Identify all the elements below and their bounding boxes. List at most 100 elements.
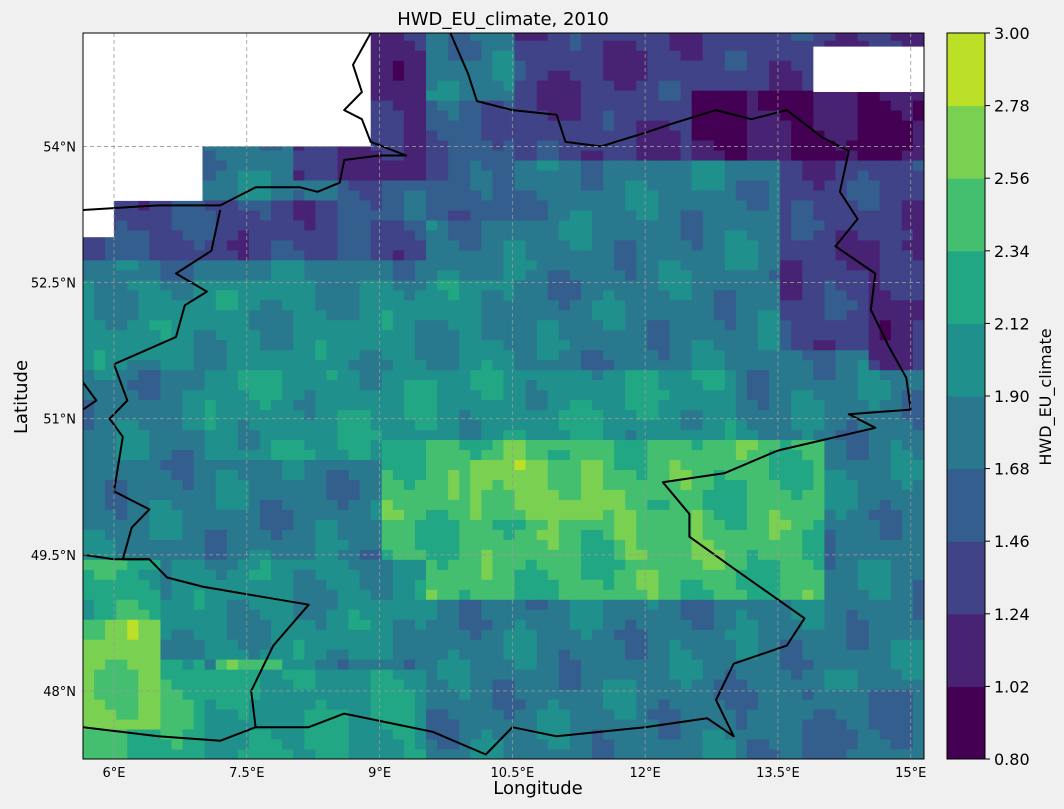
heat-cell — [625, 709, 637, 720]
heat-cell — [392, 539, 405, 550]
heat-cell — [226, 349, 239, 361]
heat-cell — [735, 289, 748, 301]
heat-cell — [359, 749, 372, 759]
heat-cell — [802, 649, 814, 660]
heat-cell — [802, 439, 814, 451]
heat-cell — [503, 259, 516, 271]
heat-cell — [448, 299, 460, 311]
heat-cell — [293, 569, 305, 580]
heat-cell — [680, 709, 693, 720]
heat-cell — [437, 739, 449, 750]
heat-cell — [680, 259, 693, 271]
heat-cell — [746, 249, 759, 261]
heat-cell — [603, 649, 615, 660]
heat-cell — [403, 749, 416, 759]
heat-cell — [492, 160, 504, 171]
heat-cell — [702, 709, 715, 720]
heat-cell — [182, 249, 195, 261]
heat-cell — [592, 419, 604, 431]
heat-cell — [835, 509, 848, 520]
heat-cell — [824, 33, 836, 41]
heat-cell — [625, 90, 637, 101]
heat-cell — [813, 40, 825, 51]
heat-cell — [304, 389, 316, 401]
heat-cell — [713, 180, 726, 191]
heat-cell — [735, 679, 748, 690]
heat-cell — [691, 379, 704, 391]
heat-cell — [282, 150, 294, 161]
heat-cell — [669, 60, 682, 71]
heat-cell — [304, 609, 316, 620]
heat-cell — [481, 519, 493, 530]
heat-cell — [680, 589, 693, 600]
heat-cell — [691, 649, 704, 660]
heat-cell — [758, 319, 770, 331]
heat-cell — [226, 289, 239, 301]
heat-cell — [403, 229, 416, 241]
heat-cell — [802, 679, 814, 690]
heat-cell — [580, 729, 593, 740]
heat-cell — [547, 459, 560, 471]
heat-cell — [603, 379, 615, 391]
heat-cell — [824, 579, 836, 590]
heat-cell — [293, 279, 305, 291]
heat-cell — [182, 229, 195, 241]
heat-cell — [724, 649, 737, 660]
heat-cell — [138, 459, 150, 471]
heat-cell — [116, 209, 128, 221]
heat-cell — [658, 199, 670, 211]
heat-cell — [271, 569, 283, 580]
heat-cell — [248, 459, 261, 471]
heat-cell — [614, 160, 626, 171]
heat-cell — [614, 679, 626, 690]
heat-cell — [426, 150, 438, 161]
heat-cell — [348, 679, 361, 690]
heat-cell — [536, 669, 549, 680]
heat-cell — [625, 459, 637, 471]
heat-cell — [204, 539, 217, 550]
heat-cell — [282, 469, 294, 480]
heat-cell — [802, 539, 814, 550]
heat-cell — [525, 219, 538, 231]
heat-cell — [669, 409, 682, 421]
heat-cell — [171, 679, 184, 690]
heat-cell — [370, 419, 383, 431]
heat-cell — [669, 459, 682, 471]
heat-cell — [802, 399, 814, 411]
heat-cell — [558, 199, 571, 211]
heat-cell — [614, 140, 626, 151]
heat-cell — [658, 140, 670, 151]
heat-cell — [326, 339, 339, 351]
heat-cell — [293, 180, 305, 191]
heat-cell — [271, 719, 283, 730]
heat-cell — [94, 609, 106, 620]
heat-cell — [636, 199, 648, 211]
heat-cell — [691, 329, 704, 341]
heat-cell — [304, 160, 316, 171]
heat-cell — [426, 33, 438, 41]
heat-cell — [824, 100, 836, 111]
heat-cell — [813, 110, 825, 121]
heat-cell — [481, 699, 493, 710]
heat-cell — [359, 349, 372, 361]
heat-cell — [780, 739, 792, 750]
heat-cell — [193, 679, 206, 690]
heat-cell — [160, 509, 173, 520]
heat-cell — [614, 229, 626, 241]
heat-cell — [658, 389, 670, 401]
heat-cell — [713, 719, 726, 730]
heat-cell — [713, 569, 726, 580]
heat-cell — [226, 449, 239, 461]
heat-cell — [503, 549, 516, 560]
heat-cell — [758, 599, 770, 610]
heat-cell — [481, 349, 493, 361]
heat-cell — [481, 80, 493, 91]
heat-cell — [105, 579, 117, 590]
heat-cell — [702, 90, 715, 101]
heat-cell — [94, 579, 106, 590]
heat-cell — [105, 679, 117, 690]
heat-cell — [182, 519, 195, 530]
heat-cell — [94, 649, 106, 660]
heat-cell — [769, 199, 781, 211]
heat-cell — [392, 669, 405, 680]
